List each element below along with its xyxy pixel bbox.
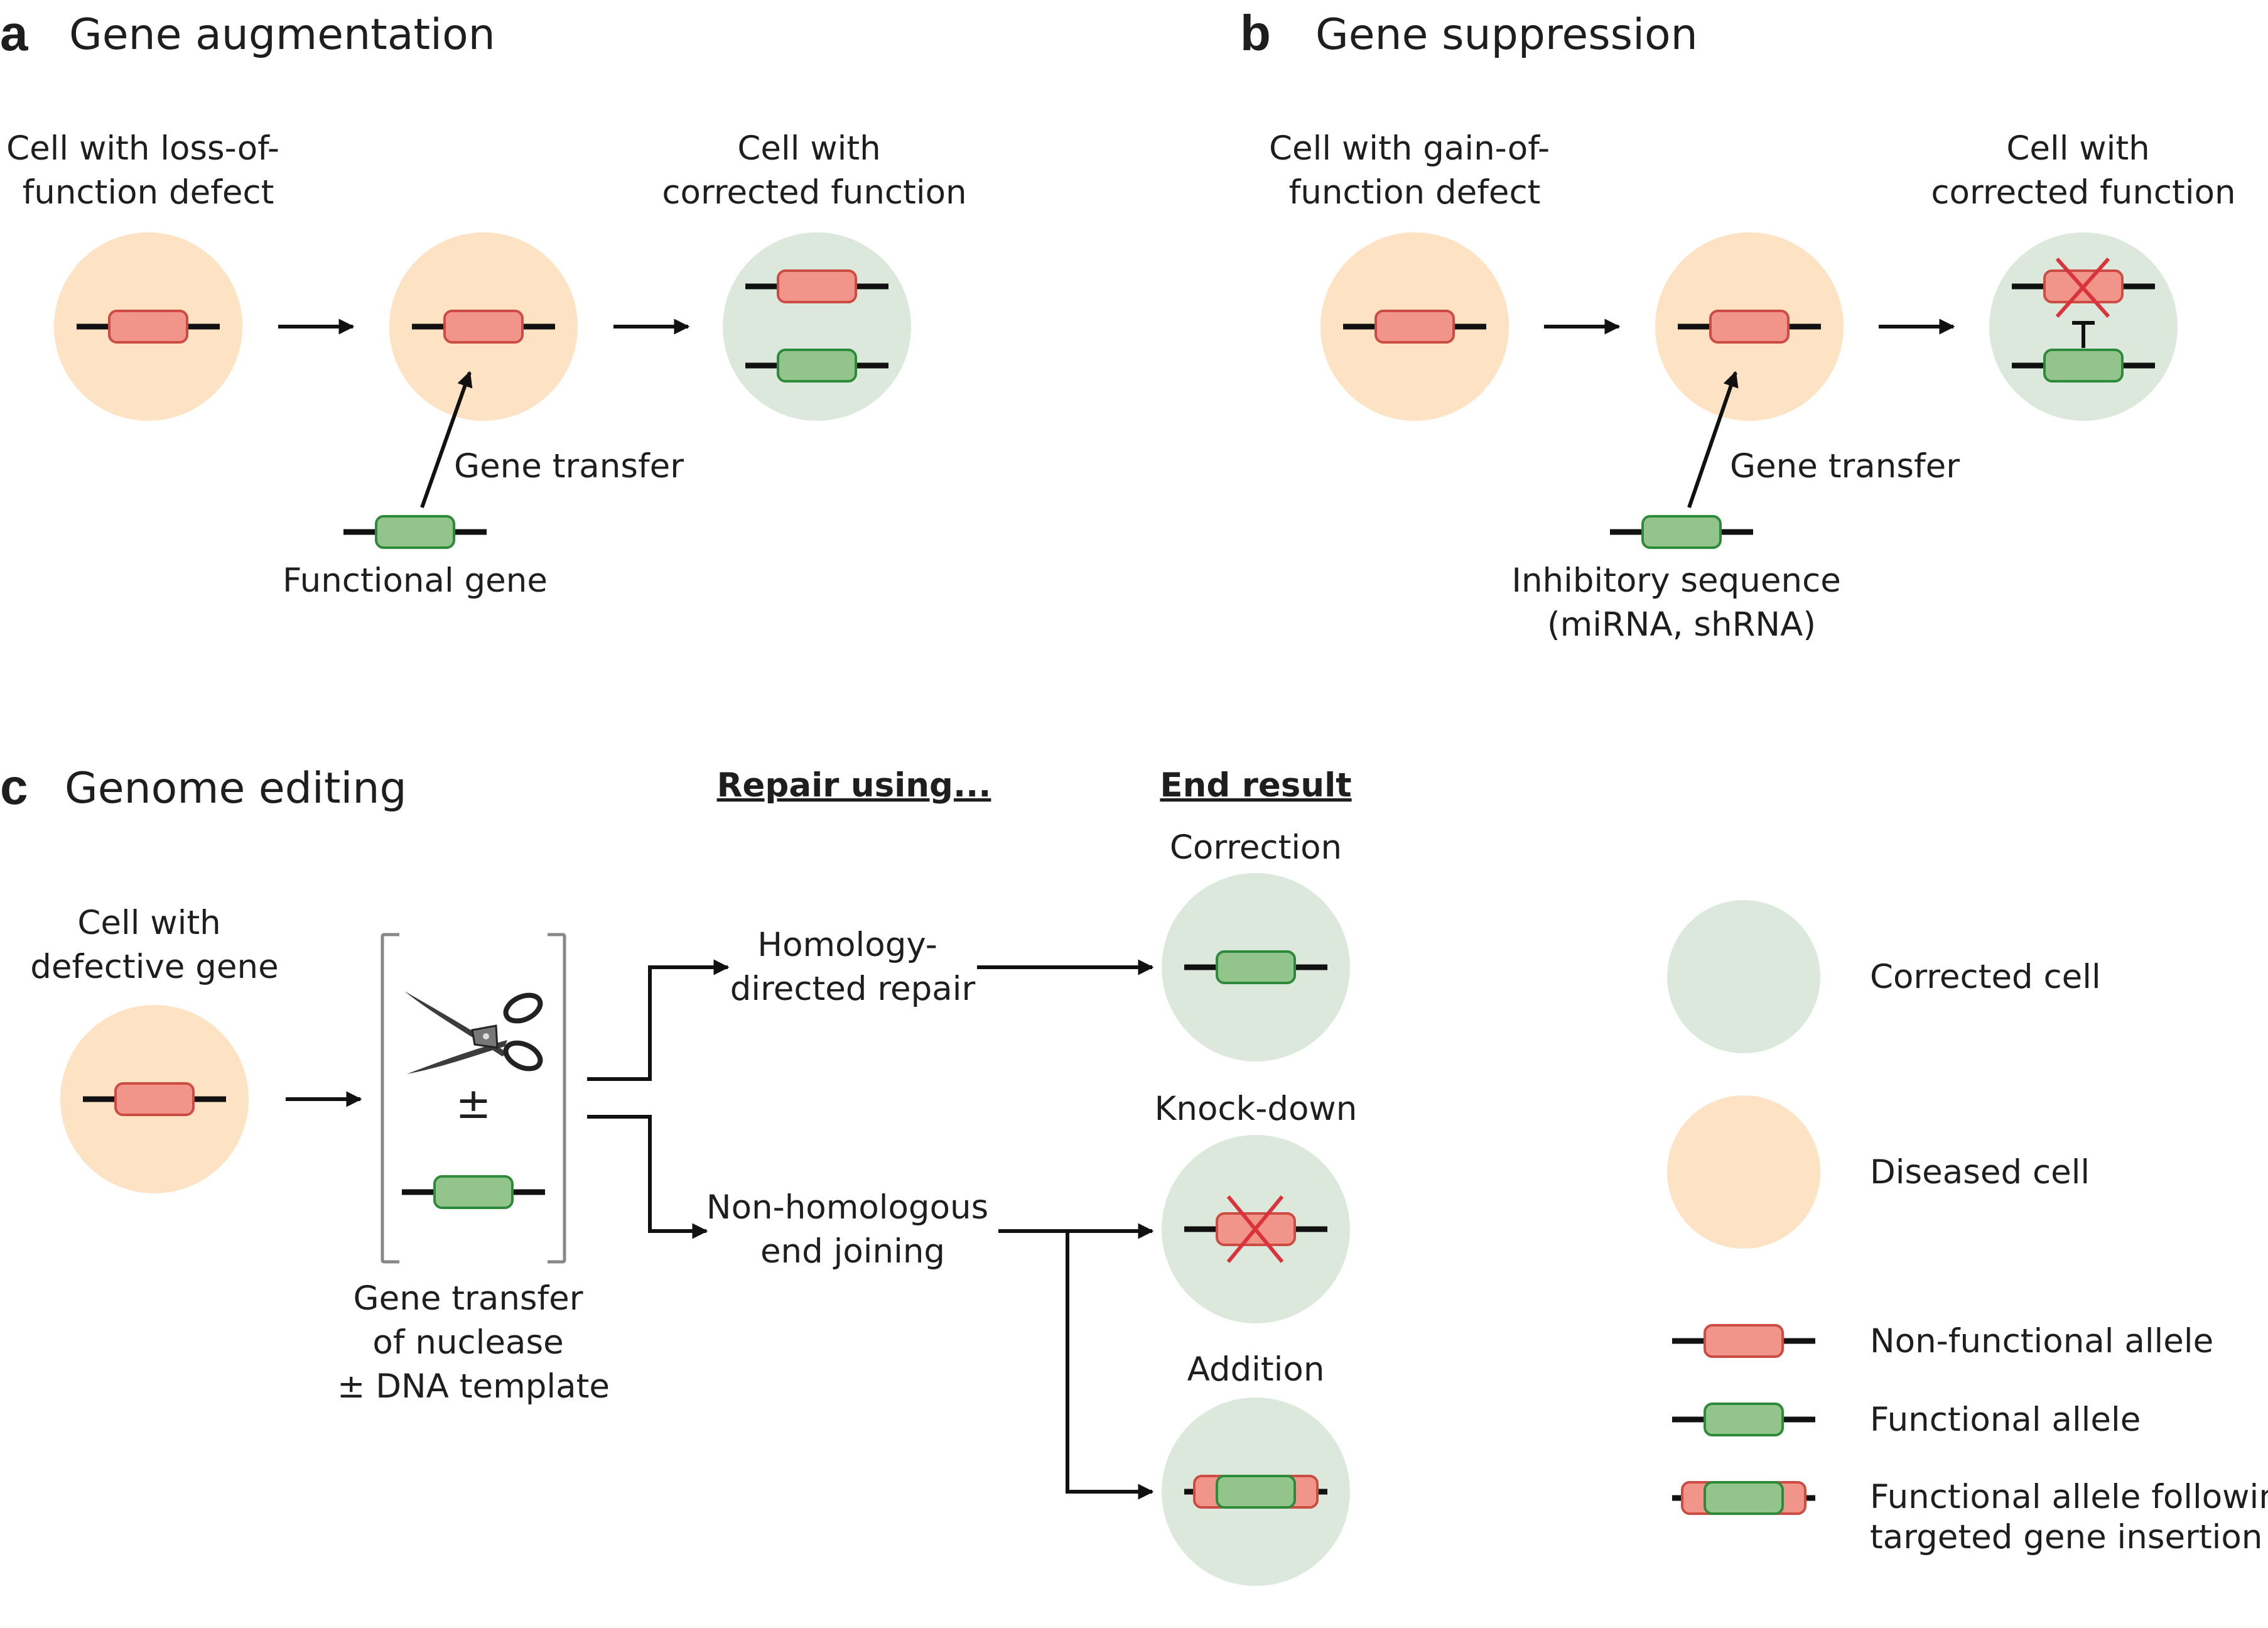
functional-allele bbox=[1184, 950, 1327, 984]
gene-transfer-arrow bbox=[420, 371, 473, 508]
cross-icon bbox=[2055, 258, 2110, 318]
result-heading: End result bbox=[1160, 766, 1351, 805]
panel-a-title: Gene augmentation bbox=[69, 10, 495, 60]
panel-b-vector-label-line1: Inhibitory sequence bbox=[1511, 562, 1841, 600]
panel-b-start-label: Cell with gain-of- function defect bbox=[1269, 129, 1560, 212]
panel-a-letter: a bbox=[0, 5, 28, 61]
functional-allele bbox=[402, 1175, 545, 1209]
panel-c-transfer-label-line3: ± DNA template bbox=[337, 1367, 610, 1406]
nonfunctional-allele bbox=[745, 269, 888, 303]
legend-nonfunctional-label: Non-functional allele bbox=[1870, 1322, 2213, 1360]
inhibition-icon bbox=[2072, 321, 2095, 348]
hdr-arrow bbox=[587, 959, 730, 1081]
scissors-icon bbox=[404, 991, 543, 1074]
panel-b-transfer-label: Gene transfer bbox=[1730, 447, 1960, 486]
insertion-allele bbox=[1184, 1475, 1327, 1509]
result-addition-label: Addition bbox=[1187, 1350, 1325, 1389]
right-bracket bbox=[548, 933, 566, 1264]
legend-diseased-label: Diseased cell bbox=[1870, 1153, 2090, 1191]
panel-a-vector-label: Functional gene bbox=[283, 562, 548, 600]
panel-c-letter: c bbox=[0, 759, 28, 815]
left-bracket bbox=[381, 933, 399, 1264]
panel-c-transfer-label-line2: of nuclease bbox=[372, 1323, 563, 1362]
panel-a-end-label-line2: corrected function bbox=[662, 173, 966, 212]
panel-b-end-label: Cell with corrected function bbox=[1931, 129, 2235, 212]
result-correction-label: Correction bbox=[1170, 828, 1342, 867]
hdr-label: Homology- directed repair bbox=[730, 926, 976, 1008]
panel-b-start-label-line2: function defect bbox=[1289, 173, 1541, 212]
panel-b-title: Gene suppression bbox=[1315, 10, 1698, 60]
legend-functional-label: Functional allele bbox=[1870, 1401, 2141, 1439]
hdr-label-line1: Homology- bbox=[757, 926, 937, 964]
legend-insertion-label-line2: targeted gene insertion bbox=[1870, 1518, 2262, 1556]
nonfunctional-allele bbox=[83, 1082, 226, 1116]
panel-c-start-label: Cell with defective gene bbox=[30, 904, 278, 986]
nhej-arrow bbox=[587, 1115, 708, 1239]
legend-functional-swatch bbox=[1672, 1403, 1815, 1436]
knocked-down-allele bbox=[1184, 1195, 1327, 1263]
legend-corrected-swatch bbox=[1667, 900, 1820, 1053]
functional-allele bbox=[343, 515, 487, 549]
legend-insertion-label-line1: Functional allele following bbox=[1870, 1478, 2268, 1516]
plus-minus: ± bbox=[456, 1079, 492, 1129]
legend-diseased-swatch bbox=[1667, 1095, 1820, 1249]
panel-b-letter: b bbox=[1240, 5, 1271, 61]
panel-c-transfer-label: Gene transfer of nuclease ± DNA template bbox=[337, 1279, 610, 1406]
suppressed-allele bbox=[2012, 258, 2155, 318]
hdr-label-line2: directed repair bbox=[730, 970, 976, 1008]
corrected-cell bbox=[723, 232, 911, 421]
functional-allele bbox=[1610, 515, 1753, 549]
panel-c-title: Genome editing bbox=[65, 764, 407, 813]
panel-a-start-label: Cell with loss-of- function defect bbox=[6, 129, 290, 212]
legend-corrected-label: Corrected cell bbox=[1870, 958, 2101, 996]
legend-nonfunctional-swatch bbox=[1672, 1324, 1815, 1358]
nonfunctional-allele bbox=[412, 310, 555, 344]
panel-b-vector-label: Inhibitory sequence (miRNA, shRNA) bbox=[1511, 562, 1851, 644]
addition-arrow bbox=[1066, 1231, 1154, 1500]
cross-icon bbox=[1226, 1195, 1284, 1263]
panel-a-start-label-line1: Cell with loss-of- bbox=[6, 129, 279, 168]
nonfunctional-allele bbox=[1343, 310, 1486, 344]
legend-insertion-swatch bbox=[1672, 1481, 1815, 1515]
panel-c-transfer-label-line1: Gene transfer bbox=[354, 1279, 583, 1318]
legend-insertion-label: Functional allele following targeted gen… bbox=[1870, 1478, 2268, 1556]
panel-b-start-label-line1: Cell with gain-of- bbox=[1269, 129, 1550, 168]
repair-heading: Repair using... bbox=[717, 766, 991, 805]
nonfunctional-allele bbox=[1678, 310, 1821, 344]
functional-allele bbox=[745, 349, 888, 383]
panel-c-start-label-line1: Cell with bbox=[77, 904, 220, 942]
nhej-label-line1: Non-homologous bbox=[706, 1188, 988, 1227]
gene-transfer-arrow bbox=[1687, 371, 1739, 508]
functional-allele bbox=[2012, 349, 2155, 383]
panel-a-end-label-line1: Cell with bbox=[737, 129, 880, 168]
nhej-label: Non-homologous end joining bbox=[706, 1188, 999, 1271]
panel-b-end-label-line2: corrected function bbox=[1931, 173, 2235, 212]
result-knockdown-label: Knock-down bbox=[1155, 1090, 1358, 1128]
panel-a: a Gene augmentation Cell with loss-of- f… bbox=[0, 5, 967, 600]
panel-a-transfer-label: Gene transfer bbox=[454, 447, 684, 486]
panel-c: c Genome editing Repair using... End res… bbox=[0, 759, 1357, 1586]
nhej-label-line2: end joining bbox=[760, 1232, 945, 1271]
panel-a-end-label: Cell with corrected function bbox=[662, 129, 966, 212]
panel-c-start-label-line2: defective gene bbox=[30, 948, 278, 986]
panel-b: b Gene suppression Cell with gain-of- fu… bbox=[1240, 5, 2236, 644]
panel-b-vector-label-line2: (miRNA, shRNA) bbox=[1547, 605, 1816, 644]
panel-a-start-label-line2: function defect bbox=[23, 173, 274, 212]
nonfunctional-allele bbox=[77, 310, 220, 344]
panel-b-end-label-line1: Cell with bbox=[2006, 129, 2149, 168]
legend: Corrected cell Diseased cell Non-functio… bbox=[1667, 900, 2268, 1556]
